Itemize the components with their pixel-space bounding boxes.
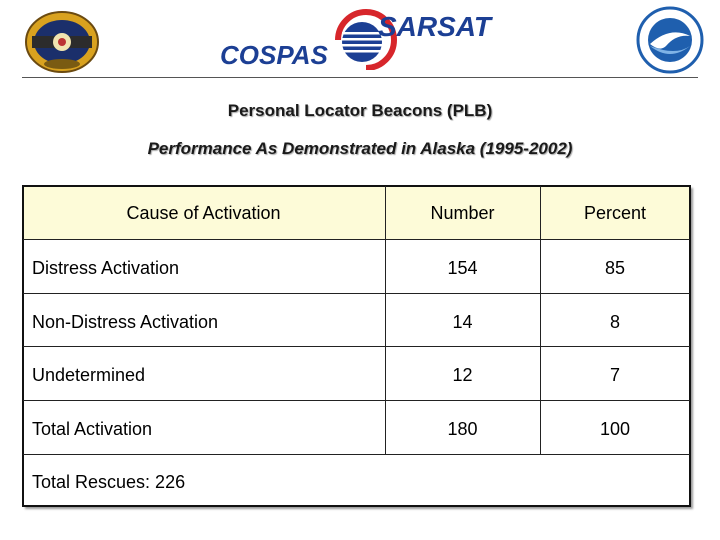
table-border-top: [22, 185, 691, 187]
table-cell-number: 12: [452, 365, 473, 385]
total-rescues-label: Total Rescues: 226: [32, 472, 186, 492]
table-cell-cause: Distress Activation: [32, 258, 180, 278]
table-border-right: [689, 185, 691, 507]
table-cell-number: 14: [452, 312, 473, 332]
noaa-logo: [636, 6, 704, 74]
table-cell-percent: 7: [609, 365, 620, 385]
column-header-percent: Percent: [583, 203, 647, 223]
table-border-bottom: [22, 505, 691, 507]
column-header-cause: Cause of Activation: [126, 203, 281, 223]
table-cell-cause: Undetermined: [32, 365, 146, 385]
column-divider: [540, 186, 541, 454]
table-header-row: [22, 185, 690, 239]
noaa-bird-icon: [636, 6, 704, 74]
cospas-sarsat-logo: SARSAT COSPAS: [218, 8, 498, 71]
column-divider: [385, 186, 386, 454]
header-divider: [22, 77, 698, 78]
row-divider: [23, 346, 690, 347]
table-cell-percent: 100: [599, 419, 631, 439]
table-cell-percent: 8: [609, 312, 620, 332]
globe-icon: [342, 22, 382, 62]
table-cell-cause: Non-Distress Activation: [32, 312, 219, 332]
cospas-logo-text: COSPAS: [220, 40, 329, 70]
sarsat-logo-text: SARSAT: [378, 11, 494, 42]
emblem-icon: [25, 11, 99, 73]
column-header-number: Number: [430, 203, 495, 223]
row-divider: [23, 293, 690, 294]
table-cell-cause: Total Activation: [32, 419, 153, 439]
table-cell-percent: 85: [604, 258, 626, 278]
row-divider: [23, 239, 690, 240]
page-subtitle: Performance As Demonstrated in Alaska (1…: [147, 139, 573, 158]
row-divider: [23, 454, 690, 455]
row-divider: [23, 400, 690, 401]
cospas-sarsat-emblem-logo: [24, 10, 100, 74]
page-title: Personal Locator Beacons (PLB): [227, 101, 493, 120]
table-cell-number: 180: [447, 419, 478, 439]
table-cell-number: 154: [447, 258, 478, 278]
